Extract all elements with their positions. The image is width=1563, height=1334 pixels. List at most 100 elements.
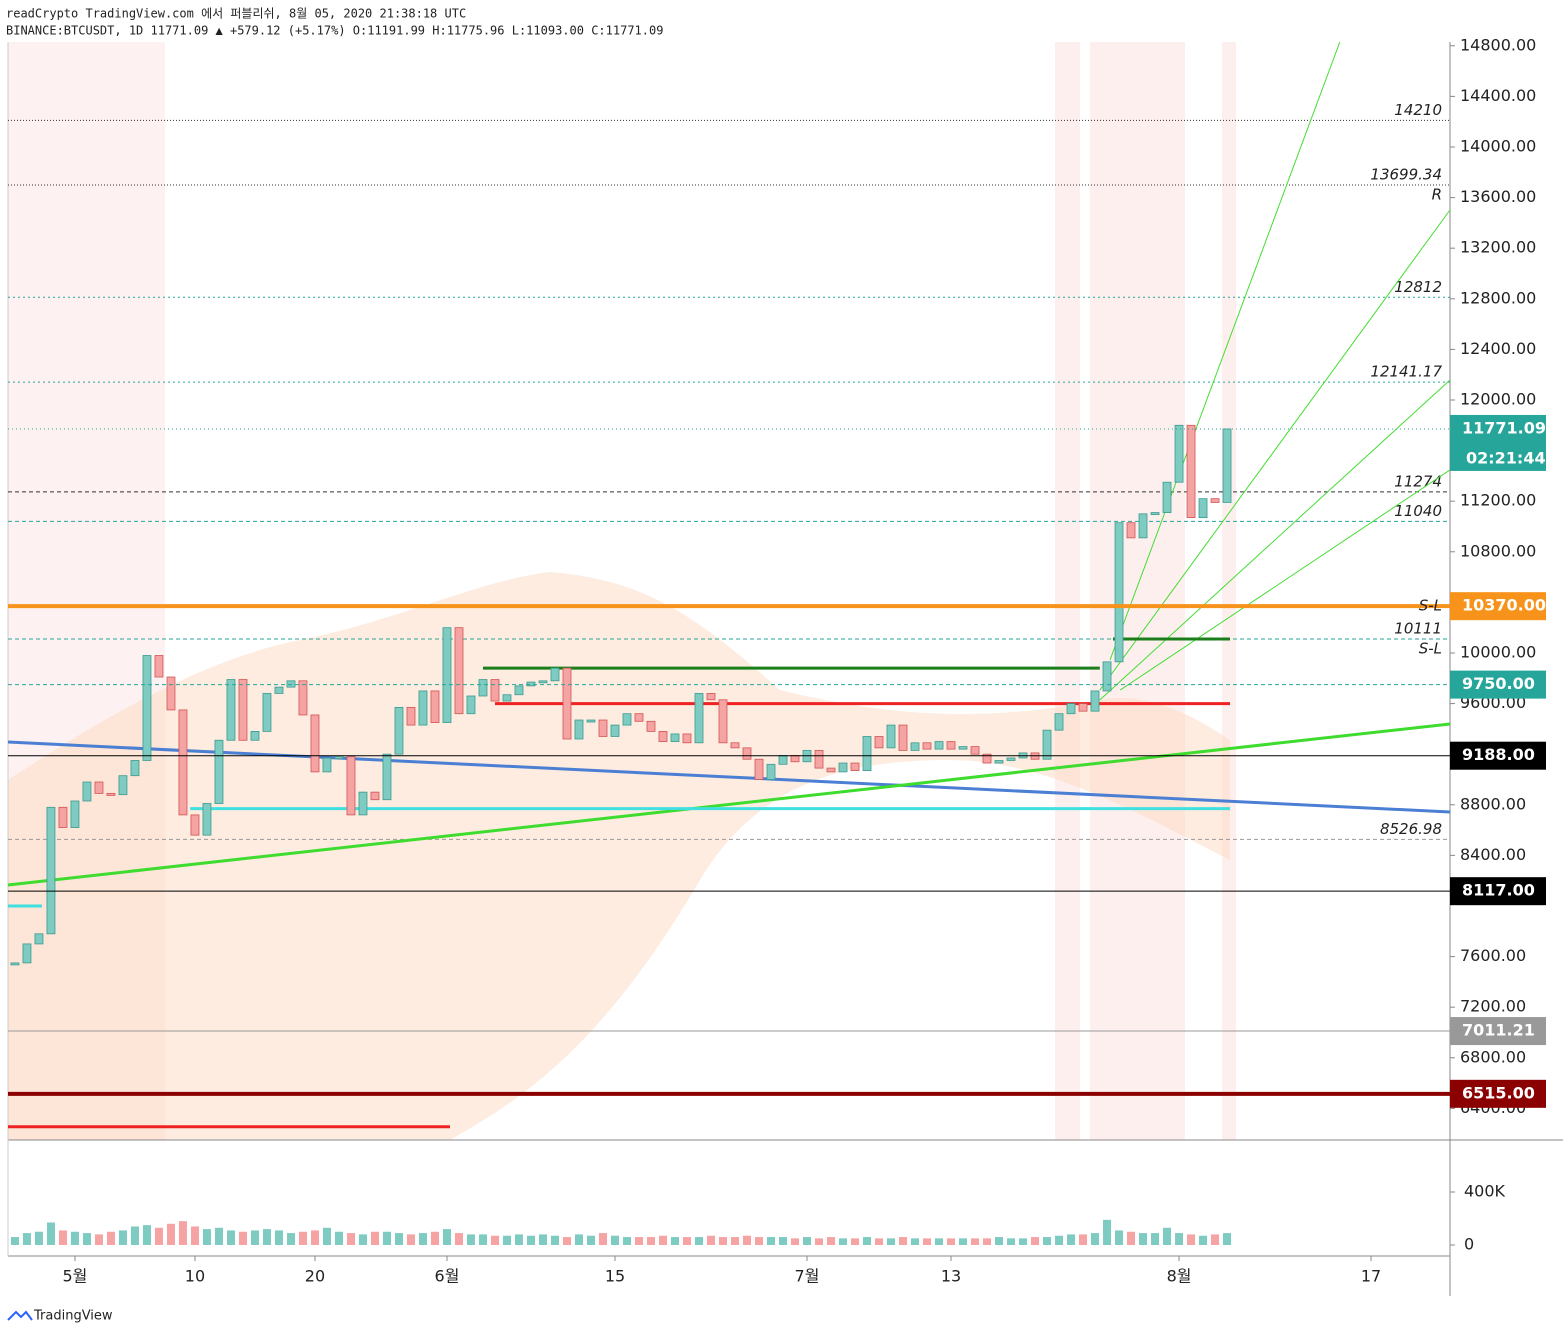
volume-bar [562,1237,571,1245]
volume-bar [214,1227,223,1245]
session-shade [1090,42,1185,1140]
volume-bar [10,1237,19,1245]
candle-body [82,781,92,802]
candle-body [946,741,956,750]
candle-body [910,742,920,751]
volume-bar [935,1238,944,1245]
volume-bar [310,1230,319,1245]
volume-bar [58,1230,67,1245]
v-tick-label: 0 [1464,1235,1474,1254]
volume-bar [106,1231,115,1245]
volume-bar [1079,1234,1088,1245]
level-label: 12141.17 [1370,363,1442,381]
candle-body [22,943,32,964]
volume-bar [22,1233,31,1245]
y-tick-label: 10000.00 [1460,642,1536,661]
footer: TradingView [33,1309,113,1324]
volume-bar [827,1237,836,1245]
price-tag-label: 10370.00 [1462,596,1546,615]
candle-body [790,755,800,763]
countdown: 02:21:44 [1466,448,1546,467]
volume-bar [1055,1235,1064,1245]
y-tick-label: 13200.00 [1460,238,1536,257]
volume-bar [382,1231,391,1245]
volume-bar [791,1238,800,1245]
volume-bar [755,1237,764,1245]
price-tag-label: 7011.21 [1462,1021,1535,1040]
candle-body [70,800,80,828]
candle-body [958,746,968,750]
v-tick-label: 400K [1464,1181,1506,1200]
candle-body [1126,522,1136,539]
candle-body [838,762,848,773]
volume-bar [430,1231,439,1245]
level-label: 11040 [1394,502,1442,520]
volume-bar [502,1235,511,1245]
trend-line [1099,379,1451,701]
volume-bar [454,1233,463,1245]
volume-bar [983,1238,992,1245]
header-line1: readCrypto TradingView.com 에서 퍼블리쉬, 8월 0… [6,7,466,21]
price-tag [1450,592,1546,621]
volume-bar [370,1231,379,1245]
candle-body [1054,713,1064,731]
y-tick-label: 11200.00 [1460,491,1536,510]
volume-bar [1091,1233,1100,1245]
candle-body [886,724,896,749]
candle-body [334,756,344,760]
candle-body [10,962,20,966]
candle-body [730,742,740,749]
y-tick-label: 8800.00 [1460,794,1526,813]
volume-bar [1115,1230,1124,1245]
volume-bar [694,1237,703,1245]
volume-bar [899,1237,908,1245]
candle-body [1198,498,1208,519]
volume-bar [1187,1234,1196,1245]
candle-body [862,736,872,772]
candle-body [430,690,440,723]
candle-body [970,746,980,755]
volume-bar [598,1233,607,1245]
candle-body [1210,498,1220,503]
candle-body [142,655,152,761]
volume-bar [947,1238,956,1245]
volume-bar [923,1238,932,1245]
candle-body [322,757,332,773]
volume-bar [1019,1238,1028,1245]
candle-body [1006,757,1016,761]
candle-body [850,762,860,772]
y-tick-label: 10800.00 [1460,541,1536,560]
candle-body [706,693,716,701]
candle-body [694,693,704,744]
candle-body [46,806,56,935]
volume-bar [406,1234,415,1245]
candle-body [574,719,584,740]
volume-bar [1163,1227,1172,1245]
candle-body [1066,703,1076,715]
y-tick-label: 7600.00 [1460,946,1526,965]
candle-body [1042,729,1052,760]
y-tick-label: 13600.00 [1460,187,1536,206]
candle-body [1150,512,1160,515]
candle-body [1078,703,1088,712]
x-tick-label: 13 [941,1267,961,1286]
candle-body [418,690,428,726]
session-shade [1222,42,1236,1140]
volume-bar [731,1237,740,1245]
x-tick-label: 5월 [63,1267,88,1286]
candle-body [1174,424,1184,483]
volume-bar [514,1234,523,1245]
volume-bar [658,1235,667,1245]
candle-body [538,680,548,684]
volume-bar [815,1238,824,1245]
volume-bar [346,1233,355,1245]
volume-bar [622,1237,631,1245]
candle-body [262,693,272,732]
volume-bar [34,1231,43,1245]
volume-bar [154,1227,163,1245]
candle-body [934,741,944,750]
volume-bar [1007,1238,1016,1245]
x-tick-label: 10 [185,1267,205,1286]
volume-bar [274,1230,283,1245]
volume-bar [70,1231,79,1245]
